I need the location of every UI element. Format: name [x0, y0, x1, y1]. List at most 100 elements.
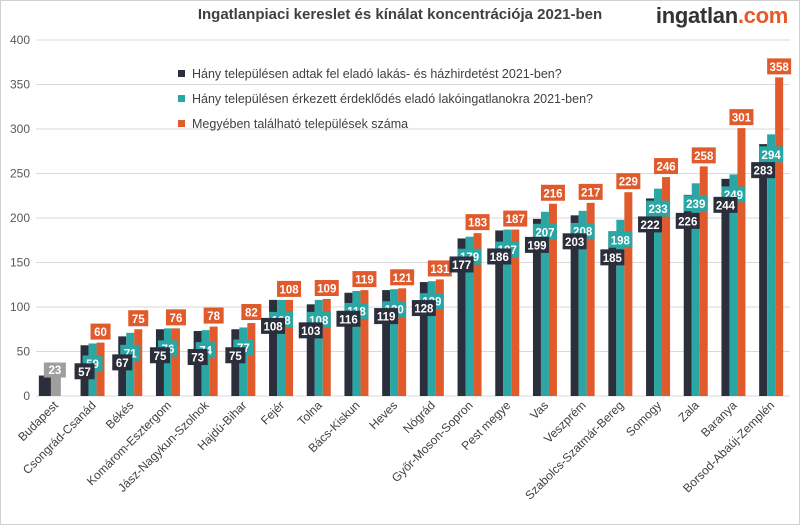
data-label-box [314, 279, 339, 296]
y-tick-label: 250 [10, 167, 30, 181]
bar-series-2 [654, 188, 663, 396]
y-tick-label: 0 [23, 389, 30, 403]
data-label-box [683, 195, 708, 212]
bar-series-2 [465, 236, 474, 396]
data-label: 226 [678, 216, 697, 228]
data-label-box [691, 147, 716, 164]
bar-series-3 [322, 298, 331, 396]
legend-label: Hány településen érkezett érdeklődés ela… [192, 92, 593, 106]
data-label: 75 [132, 314, 145, 326]
bar-series-3 [473, 233, 482, 396]
data-label: 246 [656, 162, 675, 174]
data-label: 131 [430, 264, 450, 276]
brand-logo[interactable]: ingatlan.com [656, 3, 788, 29]
bar-series-3 [209, 326, 218, 396]
data-label-box [241, 304, 262, 321]
bar-series-3 [134, 329, 143, 396]
bar-series-2 [277, 299, 286, 396]
data-label-box [646, 200, 671, 217]
data-label: 183 [468, 218, 487, 230]
data-label: 239 [686, 199, 705, 211]
bar-series-1 [721, 178, 730, 396]
bar-series-1 [419, 282, 428, 396]
data-label: 75 [154, 351, 167, 363]
x-category-label: Heves [366, 398, 400, 432]
data-label-box [149, 347, 170, 364]
data-label-box [616, 173, 641, 190]
data-label: 185 [603, 253, 623, 265]
bar-series-2 [729, 174, 738, 396]
data-label: 301 [732, 113, 752, 125]
data-label: 177 [452, 260, 471, 272]
data-label: 207 [535, 227, 554, 239]
data-label-box [638, 216, 663, 233]
bar-budapest [50, 375, 61, 396]
data-label: 283 [754, 166, 773, 178]
data-label-box [352, 271, 377, 288]
data-label-box [112, 354, 133, 371]
data-label-box [465, 214, 490, 231]
y-tick-label: 300 [10, 122, 30, 136]
data-label: 116 [339, 314, 358, 326]
y-tick-label: 350 [10, 78, 30, 92]
data-label: 119 [355, 275, 374, 287]
data-label-box [654, 158, 679, 175]
data-label: 108 [263, 321, 283, 333]
bar-series-1 [608, 231, 617, 396]
data-label: 60 [94, 327, 107, 339]
data-label: 198 [611, 235, 631, 247]
y-tick-label: 150 [10, 256, 30, 270]
data-label-box [713, 196, 738, 213]
data-label: 186 [490, 252, 509, 264]
data-label: 187 [506, 214, 525, 226]
bar-series-2 [503, 229, 512, 396]
data-label-box [600, 249, 625, 266]
data-label-box [298, 322, 323, 339]
data-label: 203 [565, 237, 584, 249]
data-label: 78 [207, 311, 220, 323]
bar-series-3 [548, 203, 557, 396]
bar-series-1 [382, 290, 391, 396]
bar-series-1 [759, 144, 768, 396]
data-label: 103 [301, 326, 320, 338]
brand-logo-main: ingatlan [655, 3, 738, 28]
data-label-box [43, 362, 66, 378]
bar-series-3 [360, 290, 369, 396]
data-label: 119 [377, 312, 396, 324]
bar-series-3 [586, 202, 595, 396]
data-label-box [390, 269, 415, 286]
data-label: 199 [527, 240, 546, 252]
data-label: 244 [716, 200, 736, 212]
bar-series-2 [314, 299, 323, 396]
y-tick-label: 400 [10, 33, 30, 47]
data-label: 258 [694, 151, 714, 163]
bar-series-1 [344, 292, 353, 396]
x-category-label: Tolna [295, 398, 325, 428]
bar-series-1 [457, 238, 466, 396]
bar-series-1 [495, 230, 504, 396]
data-label: 358 [770, 62, 790, 74]
data-label: 108 [279, 284, 299, 296]
bar-series-1 [683, 194, 692, 396]
bar-series-1 [570, 215, 579, 396]
bar-series-1 [646, 198, 655, 396]
bar-series-3 [247, 323, 256, 396]
legend-swatch [178, 95, 185, 102]
chart-title: Ingatlanpiaci kereslet és kínálat koncen… [197, 6, 603, 23]
data-label-box [374, 308, 399, 325]
data-label-box [540, 184, 565, 201]
data-label: 82 [245, 308, 258, 320]
data-label-box [751, 162, 776, 179]
data-label: 109 [317, 283, 336, 295]
data-label-box [729, 109, 754, 126]
data-label: 128 [414, 304, 434, 316]
data-label-box [449, 256, 474, 273]
data-label: 294 [762, 150, 782, 162]
bar-series-3 [699, 166, 708, 396]
data-label-box [608, 231, 633, 248]
bar-series-2 [578, 210, 587, 396]
bar-series-2 [691, 183, 700, 396]
data-label-box [336, 310, 361, 327]
bar-series-1 [532, 218, 541, 396]
